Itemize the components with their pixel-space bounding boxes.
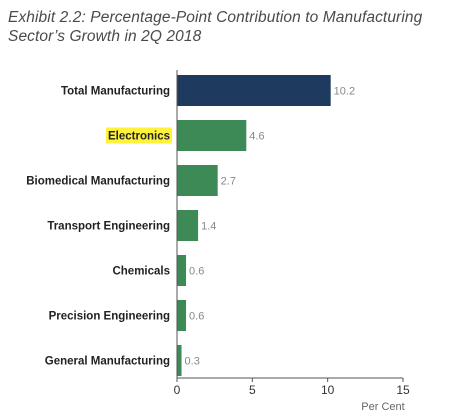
x-tick-label-0: 0	[174, 383, 181, 397]
category-label-precision-engineering: Precision Engineering	[49, 311, 170, 323]
value-label-electronics: 4.6	[249, 131, 264, 143]
category-label-transport-engineering: Transport Engineering	[47, 221, 170, 233]
bar-transport-engineering	[177, 210, 199, 241]
value-label-chemicals: 0.6	[189, 266, 204, 278]
category-label-total-manufacturing: Total Manufacturing	[61, 86, 170, 98]
chart-title-line-2: Sector’s Growth in 2Q 2018	[8, 28, 202, 45]
bar-general-manufacturing	[177, 345, 182, 376]
value-label-transport-engineering: 1.4	[201, 221, 216, 233]
bar-biomedical-manufacturing	[177, 165, 218, 196]
category-label-chemicals: Chemicals	[112, 266, 170, 278]
bar-total-manufacturing	[177, 75, 331, 106]
category-label-electronics: Electronics	[108, 131, 170, 143]
bar-precision-engineering	[177, 300, 187, 331]
bar-electronics	[177, 120, 247, 151]
value-label-general-manufacturing: 0.3	[185, 356, 200, 368]
x-tick-label-15: 15	[396, 383, 410, 397]
value-label-total-manufacturing: 10.2	[334, 86, 355, 98]
value-label-biomedical-manufacturing: 2.7	[221, 176, 236, 188]
category-label-biomedical-manufacturing: Biomedical Manufacturing	[26, 176, 170, 188]
bar-chemicals	[177, 255, 187, 286]
x-axis-unit-label: Per Cent	[361, 401, 404, 413]
chart-title-line-1: Exhibit 2.2: Percentage-Point Contributi…	[8, 9, 423, 26]
x-tick-label-10: 10	[321, 383, 335, 397]
highlight-marker	[106, 127, 172, 144]
category-label-general-manufacturing: General Manufacturing	[45, 356, 170, 368]
x-tick-label-5: 5	[249, 383, 256, 397]
chart-title: Exhibit 2.2: Percentage-Point Contributi…	[8, 8, 448, 46]
value-label-precision-engineering: 0.6	[189, 311, 204, 323]
